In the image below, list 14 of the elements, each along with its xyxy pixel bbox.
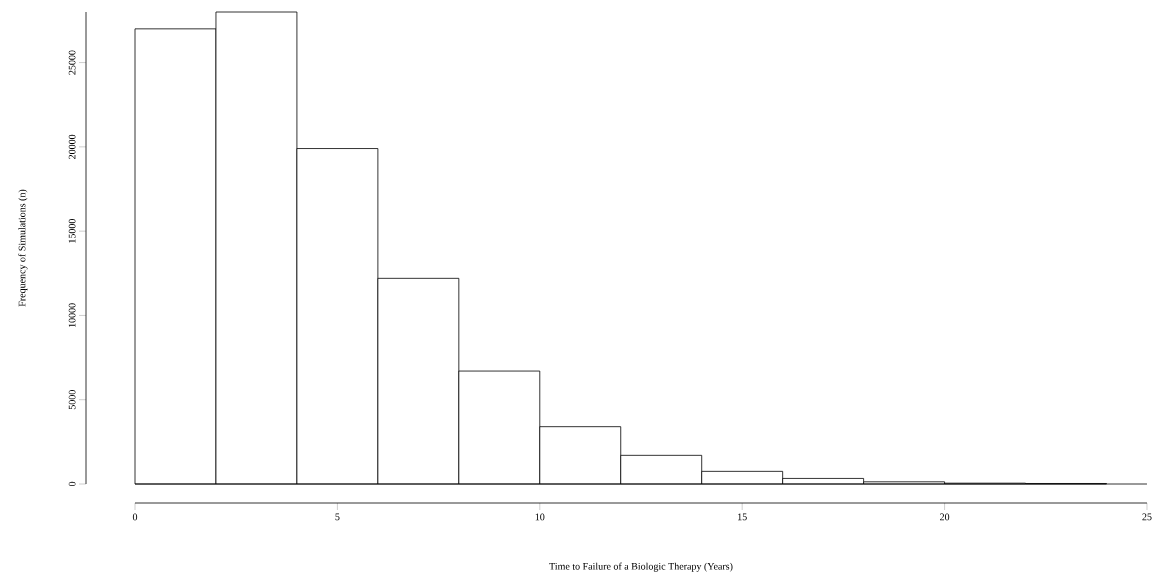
y-tick-label: 20000 [68,134,76,159]
y-tick-label: 5000 [68,390,76,410]
y-tick-label: 15000 [68,219,76,243]
x-axis-title: Time to Failure of a Biologic Therapy (Years) [549,562,733,572]
y-axis-title: Frequency of Simulations (n) [18,189,28,307]
x-tick-label: 0 [132,513,138,521]
x-tick-label: 20 [940,513,950,521]
y-tick-label: 10000 [68,303,76,328]
y-tick-label: 0 [68,481,76,487]
x-tick-label: 5 [335,513,340,521]
x-tick-label: 15 [738,513,747,521]
x-tick-label: 25 [1142,513,1152,521]
y-tick-label: 25000 [68,50,76,75]
x-tick-label: 10 [535,513,545,521]
